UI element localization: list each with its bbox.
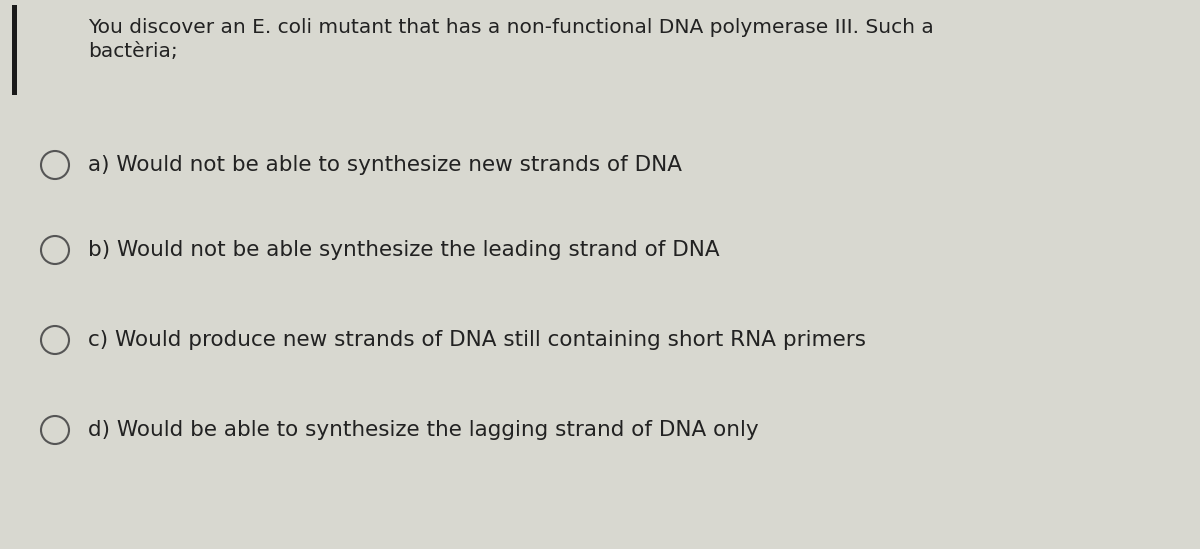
Text: d) Would be able to synthesize the lagging strand of DNA only: d) Would be able to synthesize the laggi… <box>88 420 758 440</box>
Text: bactèria;: bactèria; <box>88 42 178 61</box>
Text: c) Would produce new strands of DNA still containing short RNA primers: c) Would produce new strands of DNA stil… <box>88 330 866 350</box>
Text: a) Would not be able to synthesize new strands of DNA: a) Would not be able to synthesize new s… <box>88 155 682 175</box>
Bar <box>12 5 17 95</box>
Text: You discover an E. coli mutant that has a non-functional DNA polymerase III. Suc: You discover an E. coli mutant that has … <box>88 18 934 37</box>
Text: b) Would not be able synthesize the leading strand of DNA: b) Would not be able synthesize the lead… <box>88 240 720 260</box>
